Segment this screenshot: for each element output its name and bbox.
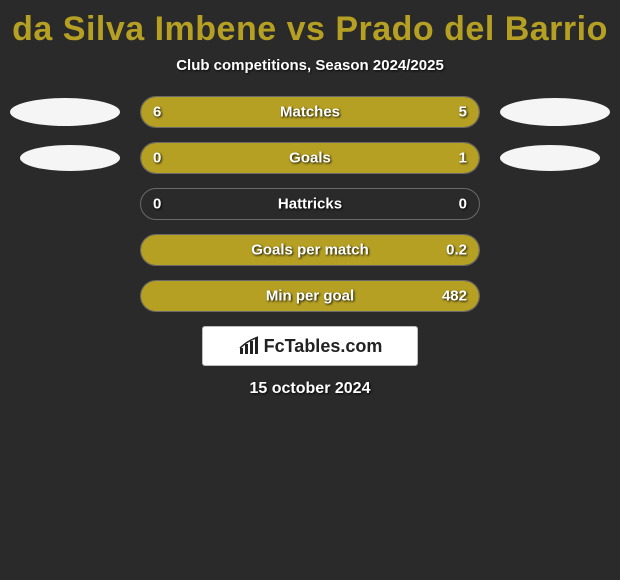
bar-fill-right xyxy=(209,143,479,173)
logo-text: FcTables.com xyxy=(264,336,383,357)
stat-value-right: 0 xyxy=(459,196,467,213)
stat-label: Hattricks xyxy=(141,196,479,213)
stat-bar: Goals per match0.2 xyxy=(140,234,480,266)
stat-row: Goals per match0.2 xyxy=(0,234,620,266)
stat-bar: Min per goal482 xyxy=(140,280,480,312)
stat-row: Matches65 xyxy=(0,96,620,128)
comparison-infographic: da Silva Imbene vs Prado del Barrio Club… xyxy=(0,0,620,398)
chart-icon xyxy=(238,336,262,356)
stat-rows: Matches65Goals01Hattricks00Goals per mat… xyxy=(0,96,620,312)
bar-fill-right xyxy=(325,97,479,127)
stat-row: Hattricks0 0 xyxy=(0,188,620,220)
avatar-spacer xyxy=(500,282,610,310)
stat-value-right: 5 xyxy=(459,104,467,121)
player-avatar-left xyxy=(10,98,120,126)
stat-bar: Goals01 xyxy=(140,142,480,174)
stat-value-left: 0 xyxy=(153,150,161,167)
stat-value-right: 1 xyxy=(459,150,467,167)
bar-fill-left xyxy=(141,143,209,173)
avatar-spacer xyxy=(10,282,120,310)
player-avatar-right xyxy=(500,98,610,126)
stat-value-right: 0.2 xyxy=(446,242,467,259)
bar-fill-left xyxy=(141,97,325,127)
player-avatar-left xyxy=(20,145,120,171)
avatar-spacer xyxy=(10,190,120,218)
stat-value-right: 482 xyxy=(442,288,467,305)
stat-value-left: 0 xyxy=(153,196,161,213)
stat-bar: Hattricks0 0 xyxy=(140,188,480,220)
stat-row: Goals01 xyxy=(0,142,620,174)
subtitle: Club competitions, Season 2024/2025 xyxy=(0,57,620,96)
date-label: 15 october 2024 xyxy=(0,380,620,398)
page-title: da Silva Imbene vs Prado del Barrio xyxy=(0,4,620,57)
avatar-spacer xyxy=(10,236,120,264)
stat-row: Min per goal482 xyxy=(0,280,620,312)
avatar-spacer xyxy=(500,236,610,264)
player-avatar-right xyxy=(500,145,600,171)
bar-fill-right xyxy=(141,281,479,311)
stat-value-left: 6 xyxy=(153,104,161,121)
bar-fill-right xyxy=(141,235,479,265)
avatar-spacer xyxy=(500,190,610,218)
stat-bar: Matches65 xyxy=(140,96,480,128)
source-logo: FcTables.com xyxy=(202,326,418,366)
